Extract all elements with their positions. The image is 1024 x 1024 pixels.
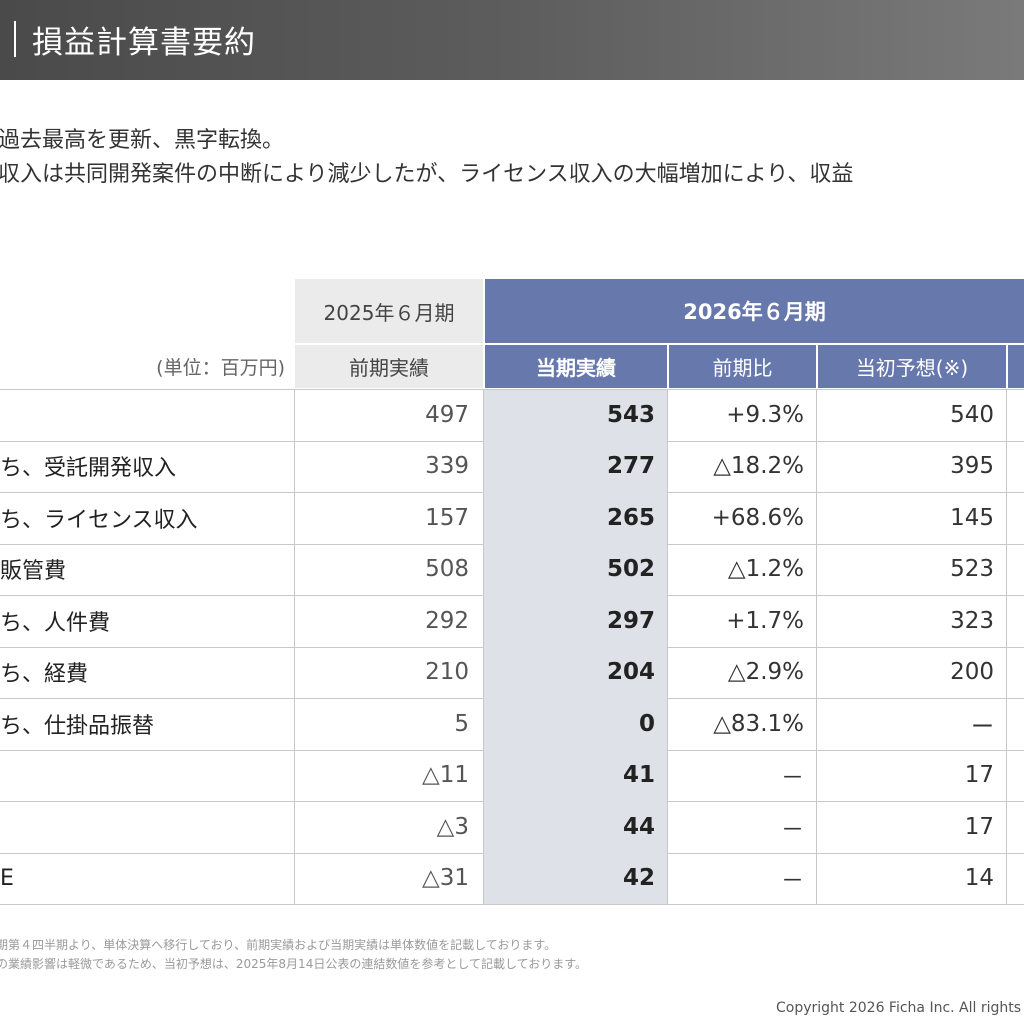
yoy-value: － — [781, 765, 804, 792]
current-actual-value: 297 — [483, 595, 667, 647]
col-prev-actual-header: 前期実績 — [295, 345, 483, 388]
col-yoy-header: 前期比 — [669, 345, 816, 388]
yoy-value: － — [781, 816, 804, 843]
current-actual-value: 265 — [483, 492, 667, 544]
prev-actual-value: △11 — [422, 762, 469, 789]
plan-value: 145 — [950, 504, 994, 531]
col-plan-header: 当初予想(※) — [818, 345, 1006, 388]
yoy-value: △1.2% — [727, 556, 804, 583]
plan-value: 17 — [964, 762, 994, 789]
row-label — [0, 750, 293, 802]
yoy-value: +68.6% — [711, 504, 804, 531]
prev-actual-value: 497 — [425, 401, 469, 428]
title-banner: 損益計算書要約 — [0, 0, 1024, 80]
row-label: ち、受託開発収入 — [0, 456, 177, 482]
column-divider — [483, 389, 484, 904]
current-actual-value: 543 — [483, 389, 667, 441]
plan-value: 395 — [950, 453, 994, 480]
yoy-value: △2.9% — [727, 659, 804, 686]
row-label: 販管費 — [0, 559, 67, 585]
title-accent-bar — [14, 21, 16, 57]
prev-actual-value: 339 — [425, 453, 469, 480]
plan-value: 14 — [964, 865, 994, 892]
row-label — [0, 801, 293, 853]
summary-line-1: 過去最高を更新、黒字転換。 — [0, 128, 285, 153]
column-divider — [1006, 389, 1007, 904]
row-label: ち、ライセンス収入 — [0, 507, 198, 533]
current-period-header: 2026年６月期 — [485, 279, 1024, 343]
row-label: ち、経費 — [0, 662, 89, 688]
current-actual-value: 502 — [483, 543, 667, 595]
col-extra-header — [1008, 345, 1024, 388]
plan-value: 323 — [950, 607, 994, 634]
yoy-value: － — [781, 868, 804, 895]
col-current-actual-header: 当期実績 — [485, 345, 667, 388]
prev-actual-value: △3 — [436, 813, 469, 840]
plan-value: 540 — [950, 401, 994, 428]
yoy-value: △83.1% — [713, 710, 804, 737]
footnote-1: 期第４四半期より、単体決算へ移行しており、前期実績および当期実績は単体数値を記載… — [0, 938, 557, 952]
summary-text: 過去最高を更新、黒字転換。 収入は共同開発案件の中断により減少したが、ライセンス… — [0, 124, 853, 192]
column-divider — [294, 389, 295, 904]
plan-value: 200 — [950, 659, 994, 686]
yoy-value: +1.7% — [726, 607, 804, 634]
prev-actual-value: 157 — [425, 504, 469, 531]
yoy-value: △18.2% — [713, 453, 804, 480]
row-label: E — [0, 865, 14, 891]
prev-actual-value: 292 — [425, 607, 469, 634]
column-divider — [816, 389, 817, 904]
prev-actual-value: 210 — [425, 659, 469, 686]
prev-period-header: 2025年６月期 — [295, 279, 483, 343]
unit-label: (単位：百万円) — [156, 357, 285, 379]
prev-actual-value: 508 — [425, 556, 469, 583]
row-label — [0, 389, 293, 441]
footnotes: 期第４四半期より、単体決算へ移行しており、前期実績および当期実績は単体数値を記載… — [0, 936, 587, 974]
current-actual-value: 41 — [483, 749, 667, 801]
plan-value: 17 — [964, 813, 994, 840]
footnote-2: の業績影響は軽微であるため、当初予想は、2025年8月14日公表の連結数値を参考… — [0, 957, 588, 971]
summary-line-2: 収入は共同開発案件の中断により減少したが、ライセンス収入の大幅増加により、収益 — [0, 162, 854, 187]
row-divider — [0, 389, 1024, 390]
row-divider — [0, 904, 1024, 905]
prev-actual-value: △31 — [422, 865, 469, 892]
plan-value: 523 — [950, 556, 994, 583]
row-label: ち、仕掛品振替 — [0, 713, 155, 739]
current-actual-value: 44 — [483, 801, 667, 853]
row-label: ち、人件費 — [0, 610, 111, 636]
plan-value: ー — [971, 713, 994, 740]
current-actual-value: 277 — [483, 440, 667, 492]
column-divider — [667, 389, 668, 904]
current-actual-value: 0 — [483, 698, 667, 750]
current-actual-value: 204 — [483, 646, 667, 698]
prev-actual-value: 5 — [454, 710, 469, 737]
page-title: 損益計算書要約 — [32, 25, 256, 61]
copyright: Copyright 2026 Ficha Inc. All rights r — [776, 1000, 1024, 1016]
current-actual-value: 42 — [483, 852, 667, 904]
yoy-value: +9.3% — [726, 401, 804, 428]
